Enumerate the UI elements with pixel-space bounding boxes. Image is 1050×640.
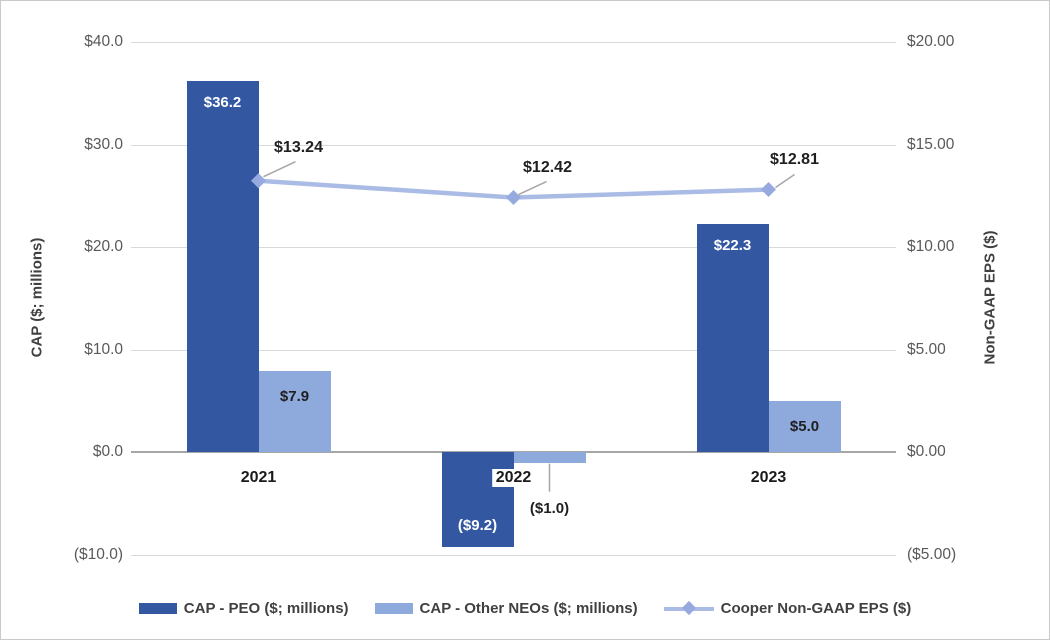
eps-data-label: $13.24: [274, 138, 323, 156]
right-axis-tick-label: $0.00: [907, 443, 946, 461]
legend-label-eps: Cooper Non-GAAP EPS ($): [720, 600, 912, 617]
legend-swatch-peo-icon: [138, 603, 177, 614]
bar-data-label: $36.2: [203, 93, 242, 111]
bar-cap-peo: [441, 452, 514, 547]
left-axis-tick-label: $40.0: [84, 33, 123, 50]
legend-item-cap-other-neos: CAP - Other NEOs ($; millions): [374, 600, 638, 617]
legend-swatch-eps-line-icon: [663, 600, 714, 616]
right-axis-tick-label: $5.00: [907, 340, 946, 358]
legend-swatch-neo-icon: [374, 603, 413, 614]
legend: CAP - PEO ($; millions) CAP - Other NEOs…: [1, 600, 1049, 617]
bar-cap-peo: [696, 223, 769, 453]
bar-cap-peo: [186, 80, 259, 453]
right-axis-tick-label: $10.00: [907, 238, 955, 256]
category-axis-label: 2021: [236, 469, 281, 488]
left-axis-tick-label: $10.0: [84, 340, 123, 358]
left-axis-tick-label: $0.0: [92, 443, 123, 461]
data-label-leader-line: [263, 161, 296, 178]
bar-cap-other-neos: [768, 401, 841, 453]
gridline: [131, 144, 896, 146]
bar-cap-other-neos: [258, 371, 331, 453]
legend-item-eps: Cooper Non-GAAP EPS ($): [663, 600, 912, 617]
left-axis-title: CAP ($; millions): [28, 237, 46, 358]
bar-cap-other-neos: [513, 452, 586, 463]
eps-data-label: $12.81: [770, 150, 819, 168]
left-axis-tick-label: $30.0: [84, 135, 123, 153]
eps-line: [258, 178, 769, 200]
bar-data-label: ($1.0): [529, 499, 570, 517]
data-label-leader-line: [518, 180, 547, 196]
bar-data-label: ($9.2): [457, 516, 498, 534]
right-axis-title: Non-GAAP EPS ($): [981, 230, 999, 365]
gridline: [131, 349, 896, 351]
gridline: [131, 42, 896, 43]
left-axis-tick-label: $20.0: [84, 238, 123, 256]
legend-item-cap-peo: CAP - PEO ($; millions): [138, 600, 349, 617]
category-axis-label: 2022: [491, 469, 536, 488]
eps-diamond-marker-icon: [761, 182, 776, 198]
right-axis-tick-label: $15.00: [907, 135, 955, 153]
bar-data-label: $7.9: [279, 388, 310, 406]
legend-label-cap-peo: CAP - PEO ($; millions): [183, 600, 349, 617]
category-axis-label: 2023: [746, 469, 791, 488]
gridline: [131, 555, 896, 556]
bar-data-label: $5.0: [789, 418, 820, 436]
legend-label-cap-other-neos: CAP - Other NEOs ($; millions): [419, 600, 638, 617]
data-label-leader-line: [775, 173, 795, 189]
bar-data-label: $22.3: [713, 236, 752, 254]
eps-diamond-marker-icon: [506, 190, 521, 206]
right-axis-tick-label: $20.00: [907, 33, 955, 50]
eps-data-label: $12.42: [523, 158, 572, 176]
left-axis-tick-label: ($10.0): [73, 546, 123, 563]
gridline: [131, 247, 896, 249]
right-axis-tick-label: ($5.00): [907, 546, 957, 563]
